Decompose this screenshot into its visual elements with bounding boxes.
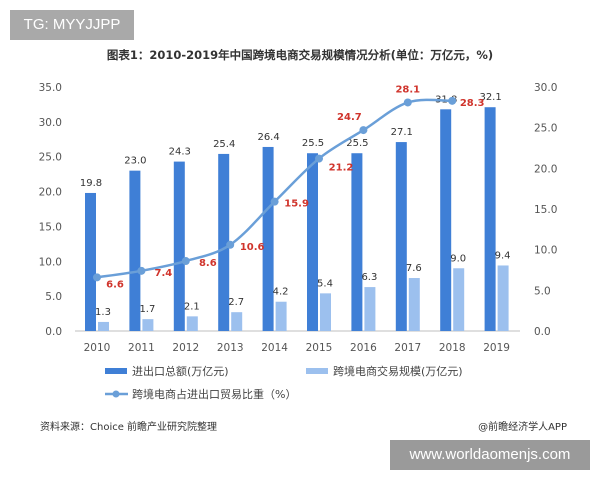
legend-label-ecommerce: 跨境电商交易规模(万亿元) xyxy=(333,364,463,378)
left-tick-label: 20.0 xyxy=(39,187,62,199)
bar-cross-border-ecommerce xyxy=(186,316,198,331)
bar-import-export-total xyxy=(307,153,318,331)
bar-import-export-total xyxy=(262,146,274,331)
legend-swatch-total xyxy=(105,368,127,374)
right-tick-label: 30.0 xyxy=(534,82,557,94)
bar-import-export-total xyxy=(395,142,407,331)
bar-label-ecommerce: 2.1 xyxy=(184,301,200,312)
bar-import-export-total xyxy=(218,153,230,331)
bar-import-export-total xyxy=(85,192,96,331)
left-tick-label: 10.0 xyxy=(39,256,62,268)
x-tick-label: 2017 xyxy=(394,342,421,354)
bar-label-ecommerce: 5.4 xyxy=(317,278,333,289)
share-point xyxy=(181,257,190,266)
right-tick-label: 15.0 xyxy=(534,204,557,216)
overlay-tag: TG: MYYJJPP xyxy=(10,10,134,40)
bar-cross-border-ecommerce xyxy=(320,293,331,331)
left-tick-label: 35.0 xyxy=(39,82,62,94)
bar-label-total: 26.4 xyxy=(257,132,279,143)
share-label: 8.6 xyxy=(199,258,217,269)
share-label: 6.6 xyxy=(106,279,124,290)
bar-label-total: 23.0 xyxy=(124,156,146,167)
bar-label-total: 25.5 xyxy=(302,138,324,149)
share-point xyxy=(359,126,368,135)
share-label: 28.1 xyxy=(395,84,420,95)
legend-label-total: 进出口总额(万亿元) xyxy=(132,364,229,378)
right-tick-label: 5.0 xyxy=(534,285,551,297)
share-label: 28.3 xyxy=(460,98,485,109)
bar-cross-border-ecommerce xyxy=(453,268,465,331)
bar-cross-border-ecommerce xyxy=(231,312,243,331)
share-point xyxy=(93,273,101,282)
share-label: 10.6 xyxy=(240,242,265,253)
right-tick-label: 10.0 xyxy=(534,245,557,257)
bar-label-ecommerce: 9.0 xyxy=(450,253,466,264)
share-label: 15.9 xyxy=(284,199,309,210)
x-tick-label: 2016 xyxy=(350,342,377,354)
share-point xyxy=(137,266,146,275)
bar-cross-border-ecommerce xyxy=(275,301,287,331)
share-point xyxy=(226,240,235,249)
bar-cross-border-ecommerce xyxy=(364,287,376,331)
share-point xyxy=(270,197,279,206)
x-tick-label: 2014 xyxy=(261,342,288,354)
legend-swatch-ecommerce xyxy=(306,368,328,374)
bar-import-export-total xyxy=(351,153,363,331)
left-tick-label: 0.0 xyxy=(45,326,62,338)
share-point xyxy=(448,96,457,105)
x-tick-label: 2019 xyxy=(483,342,510,354)
bar-cross-border-ecommerce xyxy=(142,319,154,331)
x-tick-label: 2012 xyxy=(172,342,199,354)
share-label: 24.7 xyxy=(337,112,362,123)
watermark-url: www.worldaomenjs.com xyxy=(390,440,590,470)
right-tick-label: 0.0 xyxy=(534,326,551,338)
bar-label-total: 25.4 xyxy=(213,139,235,150)
left-tick-label: 15.0 xyxy=(39,221,62,233)
share-label: 21.2 xyxy=(329,163,354,174)
bar-label-ecommerce: 7.6 xyxy=(406,263,422,274)
bar-cross-border-ecommerce xyxy=(408,278,420,331)
left-tick-label: 25.0 xyxy=(39,152,62,164)
bar-import-export-total xyxy=(173,161,185,331)
bar-label-total: 32.1 xyxy=(479,92,501,103)
share-point xyxy=(315,154,323,163)
x-tick-label: 2018 xyxy=(439,342,466,354)
bar-import-export-total xyxy=(440,109,452,332)
bar-label-ecommerce: 2.7 xyxy=(228,297,244,308)
left-tick-label: 5.0 xyxy=(45,291,62,303)
x-tick-label: 2013 xyxy=(217,342,244,354)
credit-note: @前瞻经济学人APP xyxy=(478,422,567,433)
bar-label-total: 24.3 xyxy=(169,147,191,158)
x-tick-label: 2011 xyxy=(128,342,155,354)
legend-swatch-share-point xyxy=(112,390,120,398)
bar-label-total: 27.1 xyxy=(391,127,413,138)
bar-label-ecommerce: 9.4 xyxy=(495,250,511,261)
share-label: 7.4 xyxy=(155,268,173,279)
legend-label-share: 跨境电商占进出口贸易比重（%） xyxy=(132,387,296,401)
bar-cross-border-ecommerce xyxy=(98,321,109,331)
bar-label-total: 19.8 xyxy=(80,178,102,189)
bar-label-total: 25.5 xyxy=(346,138,368,149)
x-tick-label: 2010 xyxy=(84,342,111,354)
x-tick-label: 2015 xyxy=(306,342,333,354)
right-tick-label: 20.0 xyxy=(534,163,557,175)
left-tick-label: 30.0 xyxy=(39,117,62,129)
bar-cross-border-ecommerce xyxy=(497,265,509,331)
bar-label-ecommerce: 1.7 xyxy=(139,304,155,315)
bar-import-export-total xyxy=(129,170,141,331)
source-note: 资料来源：Choice 前瞻产业研究院整理 xyxy=(40,422,218,433)
share-point xyxy=(403,98,412,107)
chart-title: 图表1：2010-2019年中国跨境电商交易规模情况分析(单位：万亿元，%) xyxy=(106,48,494,62)
bar-label-ecommerce: 6.3 xyxy=(361,272,377,283)
bar-import-export-total xyxy=(484,107,496,332)
right-tick-label: 25.0 xyxy=(534,123,557,135)
bar-label-ecommerce: 4.2 xyxy=(273,287,289,298)
bar-label-ecommerce: 1.3 xyxy=(95,307,111,318)
